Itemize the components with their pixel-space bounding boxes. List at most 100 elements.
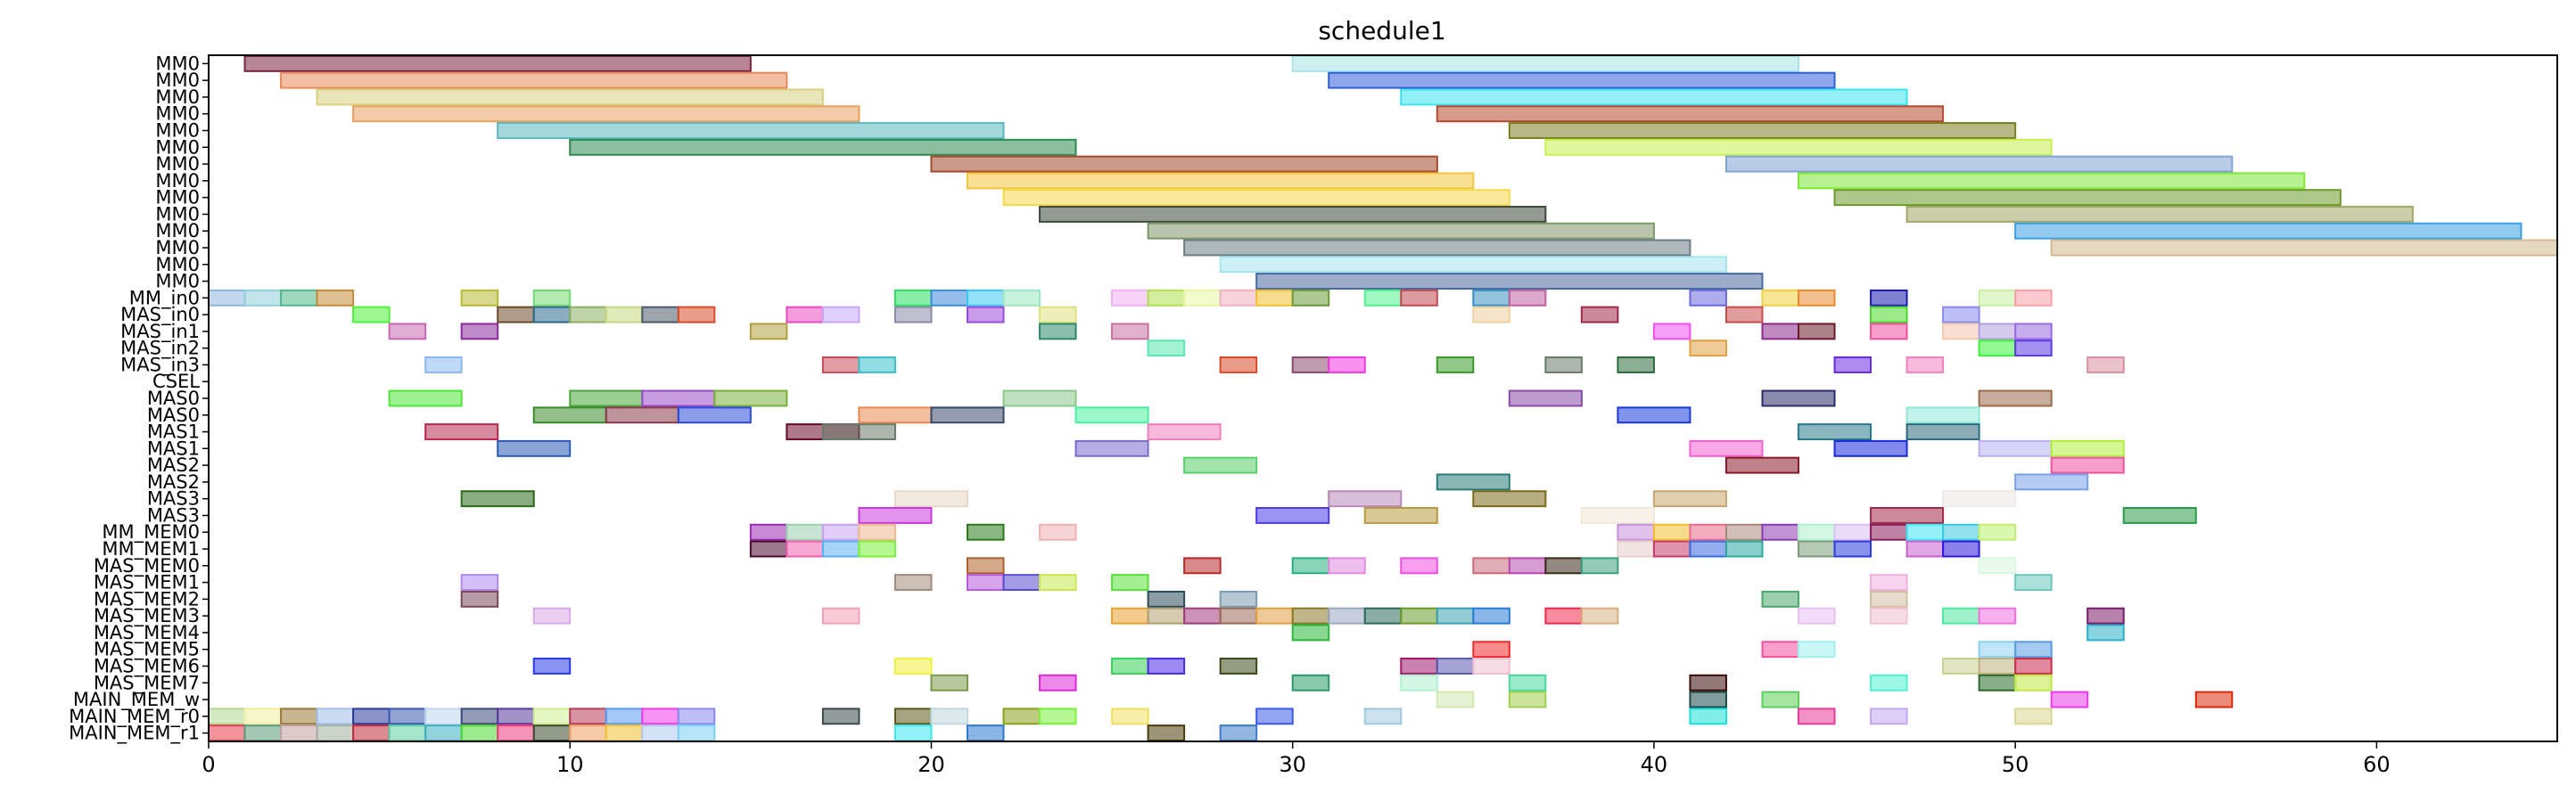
task-bar: [1147, 724, 1186, 742]
row-label: MAS1: [147, 421, 200, 443]
row-label: MM0: [155, 237, 200, 258]
task-bar: [893, 306, 933, 323]
task-bar: [1400, 674, 1438, 692]
task-bar: [2014, 340, 2053, 357]
task-bar: [1436, 356, 1475, 373]
task-bar: [1508, 122, 2017, 139]
row-label: MM0: [155, 254, 200, 275]
task-bar: [1147, 423, 1222, 441]
task-bar: [893, 574, 933, 592]
task-bar: [1978, 607, 2017, 625]
task-bar: [1689, 708, 1727, 725]
row-label: MAS_MEM2: [94, 588, 200, 610]
task-bars: [208, 54, 2559, 742]
task-bar: [1798, 641, 1836, 659]
task-bar: [1508, 289, 1547, 307]
row-label: MAS0: [147, 405, 200, 426]
row-label: MAIN_MEM_r0: [69, 706, 200, 728]
task-bar: [1074, 439, 1149, 457]
x-tick-label: 30: [1279, 752, 1306, 777]
row-label: MAS3: [147, 488, 200, 510]
task-bar: [1798, 289, 1836, 307]
task-bar: [1508, 691, 1547, 708]
task-bar: [208, 289, 246, 307]
task-bar: [569, 724, 607, 742]
task-bar: [2194, 691, 2234, 708]
task-bar: [1436, 691, 1475, 708]
task-bar: [1978, 389, 2053, 407]
task-bar: [1544, 138, 2053, 156]
task-bar: [821, 356, 860, 373]
task-bar: [532, 306, 572, 323]
x-axis: 0 10 20 30 40 50 60: [202, 741, 2391, 777]
task-bar: [641, 724, 679, 742]
task-bar: [677, 406, 752, 424]
task-bar: [497, 708, 535, 725]
task-bar: [316, 724, 355, 742]
row-label: MAS_MEM6: [94, 655, 200, 677]
task-bar: [1833, 523, 1872, 541]
task-bar: [1508, 674, 1547, 692]
x-tick-label: 10: [556, 752, 584, 777]
task-bar: [1039, 306, 1077, 323]
task-bar: [893, 708, 933, 725]
row-label: MM0: [155, 271, 200, 292]
task-bar: [1111, 658, 1149, 675]
row-label: MM0: [155, 220, 200, 241]
task-bar: [1978, 289, 2017, 307]
task-bar: [821, 607, 860, 625]
task-bar: [2086, 356, 2125, 373]
row-label: CSEL: [152, 371, 200, 392]
task-bar: [1183, 289, 1222, 307]
task-bar: [460, 289, 499, 307]
task-bar: [1870, 607, 1908, 625]
task-bar: [280, 708, 318, 725]
task-bar: [424, 708, 463, 725]
task-bar: [352, 105, 860, 123]
task-bar: [532, 406, 607, 424]
task-bar: [1870, 574, 1908, 592]
task-bar: [786, 523, 824, 541]
task-bar: [930, 674, 968, 692]
row-label: MAS3: [147, 504, 200, 526]
task-bar: [1689, 540, 1727, 558]
task-bar: [1183, 239, 1691, 257]
row-label: MM0: [155, 120, 200, 142]
task-bar: [1219, 590, 1258, 608]
row-label: MAS_MEM5: [94, 639, 200, 661]
task-bar: [1472, 658, 1510, 675]
row-labels: MM0MM0MM0MM0MM0MM0MM0MM0MM0MM0MM0MM0MM0M…: [69, 53, 209, 745]
task-bar: [821, 540, 860, 558]
task-bar: [1147, 590, 1186, 608]
task-bar: [1978, 323, 2017, 340]
task-bar: [1039, 708, 1077, 725]
row-label: MAS_in0: [120, 304, 200, 326]
task-bar: [1147, 289, 1186, 307]
row-label: MAS2: [147, 454, 200, 476]
task-bar: [1580, 557, 1619, 575]
row-label: MM0: [155, 153, 200, 175]
task-bar: [605, 406, 679, 424]
task-bar: [1942, 607, 1980, 625]
task-bar: [1328, 607, 1366, 625]
task-bar: [388, 323, 427, 340]
task-bar: [1219, 607, 1258, 625]
row-label: MM0: [155, 187, 200, 209]
task-bar: [966, 574, 1005, 592]
task-bar: [1219, 356, 1258, 373]
task-bar: [858, 540, 896, 558]
task-bar: [966, 172, 1475, 190]
task-bar: [1761, 323, 1800, 340]
task-bar: [1978, 340, 2017, 357]
task-bar: [424, 724, 463, 742]
task-bar: [316, 708, 355, 725]
row-label: MM0: [155, 53, 200, 74]
task-bar: [1978, 557, 2017, 575]
task-bar: [1761, 641, 1800, 659]
task-bar: [1724, 155, 2234, 173]
task-bar: [605, 708, 644, 725]
task-bar: [1652, 490, 1727, 508]
task-bar: [713, 389, 788, 407]
task-bar: [532, 658, 572, 675]
task-bar: [1111, 607, 1149, 625]
